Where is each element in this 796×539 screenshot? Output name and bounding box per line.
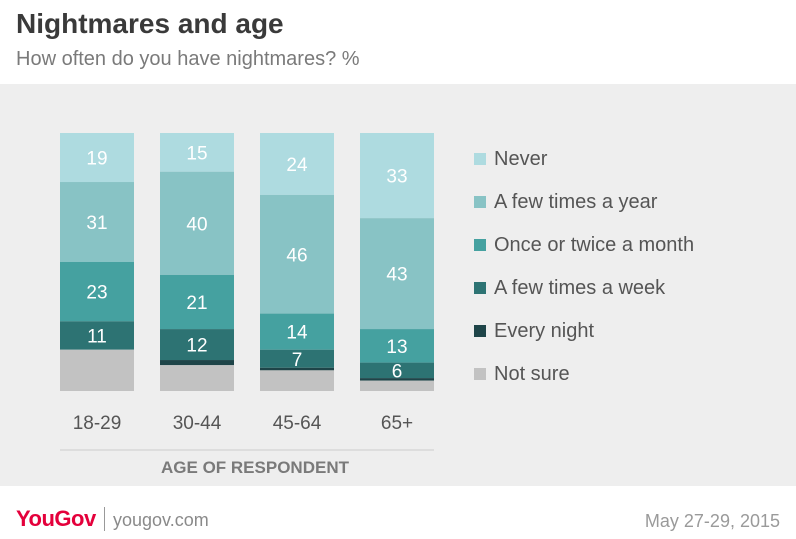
bar-segment-65-a-few-times-a-year (360, 218, 434, 330)
legend-label-not-sure: Not sure (494, 363, 570, 385)
bar-segment-18-29-never (60, 133, 134, 183)
bar-segment-65-a-few-times-a-week (360, 362, 434, 379)
footer-divider (104, 507, 105, 531)
bar-segment-65-every-night (360, 378, 434, 381)
legend-label-a-few-times-a-week: A few times a week (494, 277, 666, 299)
data-label-65-never: 33 (386, 167, 407, 188)
x-tick-label-18-29: 18-29 (73, 413, 122, 434)
bar-segment-30-44-every-night (160, 360, 234, 366)
legend-label-once-or-twice-a-month: Once or twice a month (494, 234, 694, 256)
legend-label-a-few-times-a-year: A few times a year (494, 191, 658, 213)
bar-segment-45-64-not-sure (260, 370, 334, 391)
bar-segment-65-not-sure (360, 380, 434, 391)
data-label-30-44-never: 15 (186, 143, 207, 164)
header: Nightmares and age How often do you have… (0, 0, 796, 84)
chart-subtitle: How often do you have nightmares? % (16, 48, 360, 70)
data-label-30-44-a-few-times-a-year: 40 (186, 214, 207, 235)
legend-swatch-not-sure (474, 368, 486, 380)
bar-segment-65-never (360, 133, 434, 219)
data-label-30-44-a-few-times-a-week: 12 (186, 336, 207, 357)
bar-segment-30-44-never (160, 133, 234, 172)
legend-swatch-a-few-times-a-year (474, 196, 486, 208)
data-label-18-29-a-few-times-a-year: 31 (86, 213, 107, 234)
legend-swatch-every-night (474, 325, 486, 337)
bar-segment-30-44-once-or-twice-a-month (160, 274, 234, 330)
bar-segment-45-64-a-few-times-a-week (260, 349, 334, 368)
data-label-45-64-never: 24 (286, 155, 308, 176)
legend-swatch-once-or-twice-a-month (474, 239, 486, 251)
bar-segment-18-29-a-few-times-a-year (60, 182, 134, 262)
data-label-18-29-a-few-times-a-week: 11 (87, 327, 107, 348)
bar-segment-18-29-a-few-times-a-week (60, 321, 134, 350)
data-label-45-64-a-few-times-a-week: 7 (292, 350, 303, 371)
footer-date: May 27-29, 2015 (644, 511, 780, 531)
legend-swatch-never (474, 153, 486, 165)
data-label-18-29-once-or-twice-a-month: 23 (86, 283, 107, 304)
bar-segment-65-once-or-twice-a-month (360, 329, 434, 363)
bar-segment-18-29-once-or-twice-a-month (60, 262, 134, 322)
data-label-65-once-or-twice-a-month: 13 (386, 337, 407, 358)
stacked-bar-chart: 19 31 23 11 18-29 15 40 21 12 30-44 24 46 14 7 45-64 33… (60, 133, 694, 477)
legend-label-never: Never (494, 148, 548, 170)
x-axis-title: AGE OF RESPONDENT (161, 458, 350, 477)
x-tick-label-45-64: 45-64 (273, 413, 322, 434)
chart-title: Nightmares and age (16, 8, 284, 39)
data-label-45-64-a-few-times-a-year: 46 (286, 245, 307, 266)
data-label-18-29-never: 19 (86, 149, 107, 170)
legend-swatch-a-few-times-a-week (474, 282, 486, 294)
bar-segment-18-29-not-sure (60, 349, 134, 391)
bar-segment-30-44-not-sure (160, 365, 234, 391)
chart-panel: 19 31 23 11 18-29 15 40 21 12 30-44 24 46 14 7 45-64 33… (0, 84, 796, 486)
yougov-logo: YouGov (16, 506, 96, 531)
data-label-65-a-few-times-a-week: 6 (392, 361, 403, 382)
legend-label-every-night: Every night (494, 320, 594, 342)
data-label-30-44-once-or-twice-a-month: 21 (186, 293, 207, 314)
x-tick-label-65: 65+ (381, 413, 413, 434)
bar-segment-45-64-never (260, 133, 334, 195)
footer-url: yougov.com (113, 510, 209, 530)
bar-segment-45-64-every-night (260, 367, 334, 371)
bar-segment-45-64-once-or-twice-a-month (260, 313, 334, 350)
bar-segment-45-64-a-few-times-a-year (260, 194, 334, 314)
data-label-45-64-once-or-twice-a-month: 14 (286, 323, 308, 344)
data-label-65-a-few-times-a-year: 43 (386, 265, 407, 286)
bar-segment-30-44-a-few-times-a-year (160, 171, 234, 275)
bar-segment-30-44-a-few-times-a-week (160, 329, 234, 361)
x-tick-label-30-44: 30-44 (173, 413, 222, 434)
